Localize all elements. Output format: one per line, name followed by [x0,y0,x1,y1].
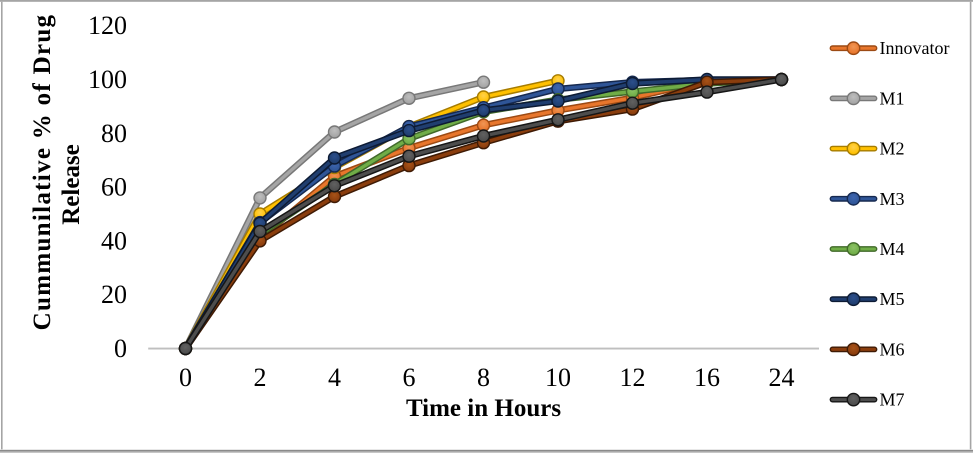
svg-text:Innovator: Innovator [880,38,950,58]
svg-text:0: 0 [114,334,127,363]
svg-text:M1: M1 [880,88,905,108]
svg-text:100: 100 [88,65,127,94]
svg-text:2: 2 [254,363,267,392]
svg-text:M4: M4 [880,239,905,259]
svg-text:40: 40 [101,226,127,255]
svg-text:80: 80 [101,119,127,148]
svg-text:4: 4 [328,363,341,392]
svg-text:6: 6 [403,363,416,392]
svg-text:M2: M2 [880,139,905,159]
svg-text:Release: Release [58,144,85,225]
svg-text:16: 16 [694,363,720,392]
svg-text:120: 120 [88,11,127,40]
svg-text:20: 20 [101,280,127,309]
svg-text:Time in Hours: Time in Hours [406,395,561,422]
svg-text:Cummunilative % of Drug: Cummunilative % of Drug [29,14,56,331]
svg-text:10: 10 [545,363,571,392]
svg-text:60: 60 [101,173,127,202]
svg-text:8: 8 [477,363,490,392]
svg-text:M3: M3 [880,189,905,209]
svg-text:M5: M5 [880,289,905,309]
svg-text:0: 0 [179,363,192,392]
svg-text:M7: M7 [880,390,905,410]
svg-text:12: 12 [620,363,646,392]
svg-text:M6: M6 [880,339,905,359]
svg-text:24: 24 [769,363,795,392]
